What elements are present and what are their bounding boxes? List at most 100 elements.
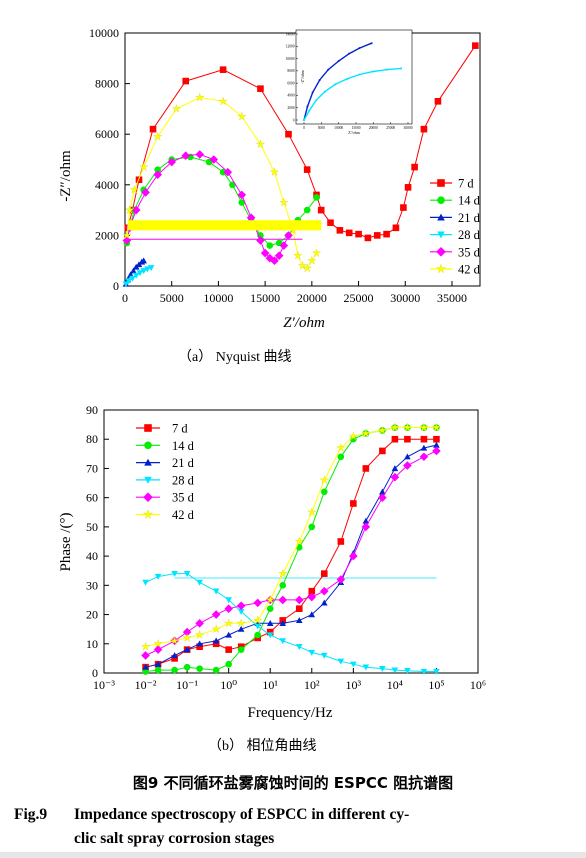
data-point bbox=[153, 638, 163, 648]
y-tick-label: 8000 bbox=[95, 77, 119, 91]
legend-marker bbox=[143, 492, 153, 502]
data-point bbox=[257, 85, 264, 92]
inset-data-point bbox=[311, 91, 314, 94]
data-point bbox=[379, 488, 386, 495]
caption-line-1: Impedance spectroscopy of ESPCC in diffe… bbox=[74, 806, 410, 823]
data-point bbox=[308, 649, 316, 656]
figure-caption-en: Fig.9 Impedance spectroscopy of ESPCC in … bbox=[14, 803, 409, 851]
subtitle-a: （a） Nyquist 曲线 bbox=[178, 350, 292, 365]
data-point bbox=[246, 213, 256, 222]
data-point bbox=[212, 588, 220, 595]
data-point bbox=[266, 242, 274, 249]
y-tick-label: 90 bbox=[86, 403, 98, 417]
data-point bbox=[212, 637, 220, 644]
data-point bbox=[140, 268, 147, 275]
legend-label: 42 d bbox=[458, 263, 481, 277]
data-point bbox=[140, 257, 147, 264]
data-point bbox=[279, 638, 287, 645]
series-line bbox=[145, 450, 437, 656]
data-point bbox=[182, 633, 192, 642]
data-point bbox=[390, 422, 400, 432]
data-point bbox=[236, 601, 246, 611]
data-point bbox=[308, 587, 316, 595]
data-point bbox=[266, 632, 274, 639]
legend-label: 14 d bbox=[458, 194, 481, 208]
legend-marker bbox=[437, 231, 445, 239]
legend-marker bbox=[437, 196, 445, 204]
x-tick-label: 15000 bbox=[250, 291, 280, 305]
data-point bbox=[284, 231, 293, 240]
legend-label: 28 d bbox=[458, 228, 481, 242]
phase-ylabel: Phase /(°) bbox=[58, 513, 74, 572]
data-point bbox=[361, 428, 371, 438]
data-point bbox=[311, 248, 322, 258]
data-point bbox=[433, 435, 440, 443]
inset-data-point bbox=[308, 109, 311, 112]
data-point bbox=[211, 610, 221, 619]
nyquist-axes: 0 5000 10000 15000 20000 25000 30000 3500002000… bbox=[89, 26, 481, 305]
inset-y-tick-label: 10000 bbox=[286, 57, 295, 61]
data-point bbox=[295, 605, 303, 613]
data-point bbox=[211, 624, 221, 634]
y-tick-label: 6000 bbox=[95, 127, 119, 141]
data-point bbox=[209, 155, 219, 164]
figure-caption-cn: 图9 不同循环盐雾腐蚀时间的 ESPCC 阻抗谱图 bbox=[132, 774, 454, 792]
data-point bbox=[404, 668, 411, 674]
legend-label: 35 d bbox=[172, 491, 195, 505]
data-point bbox=[295, 644, 303, 650]
data-point bbox=[362, 517, 370, 524]
data-point bbox=[392, 224, 400, 232]
inset-y-tick-label: 0 bbox=[293, 118, 295, 122]
x-tick-label: 20000 bbox=[297, 291, 327, 305]
data-point bbox=[433, 441, 440, 448]
data-point bbox=[337, 453, 345, 461]
data-point bbox=[219, 168, 227, 176]
data-point bbox=[153, 645, 163, 654]
legend-label: 28 d bbox=[172, 473, 195, 487]
data-point bbox=[171, 655, 178, 662]
x-tick-label: 10⁴ bbox=[387, 678, 403, 692]
data-point bbox=[420, 444, 428, 451]
data-point bbox=[348, 431, 358, 441]
data-point bbox=[433, 668, 440, 675]
data-point bbox=[149, 125, 157, 133]
data-point bbox=[182, 627, 192, 637]
figure-number: Fig.9 bbox=[14, 806, 48, 823]
data-point bbox=[147, 265, 155, 272]
data-point bbox=[327, 219, 334, 227]
data-point bbox=[383, 230, 390, 238]
data-point bbox=[225, 646, 232, 653]
data-point bbox=[279, 241, 289, 250]
data-point bbox=[319, 475, 329, 485]
data-point bbox=[182, 77, 190, 85]
data-point bbox=[153, 170, 162, 179]
nyquist-ylabel: -Z″/ohm bbox=[58, 150, 74, 202]
data-point bbox=[196, 665, 203, 672]
x-tick-label: 10⁰ bbox=[220, 678, 237, 692]
inset-y-tick-label: 8000 bbox=[287, 69, 294, 73]
data-point bbox=[336, 227, 344, 234]
x-tick-label: 10⁻¹ bbox=[176, 678, 198, 692]
x-tick-label: 35000 bbox=[437, 291, 467, 305]
inset-ylabel: -Z''/ohm bbox=[300, 69, 305, 83]
y-tick-label: 50 bbox=[86, 520, 98, 534]
inset-y-tick-label: 2000 bbox=[287, 106, 294, 110]
data-point bbox=[320, 599, 328, 606]
x-tick-label: 10² bbox=[304, 678, 320, 692]
data-point bbox=[404, 435, 411, 443]
legend-marker bbox=[144, 458, 152, 466]
data-point bbox=[237, 625, 245, 632]
data-point bbox=[419, 422, 429, 432]
legend-label: 14 d bbox=[172, 439, 195, 453]
data-point bbox=[132, 272, 140, 279]
data-point bbox=[224, 618, 234, 628]
x-tick-label: 10⁻² bbox=[135, 678, 157, 692]
data-point bbox=[237, 646, 245, 653]
inset-data-point bbox=[315, 99, 318, 102]
inset-data-point bbox=[386, 68, 389, 71]
data-point bbox=[196, 640, 203, 647]
data-point bbox=[313, 194, 320, 201]
data-point bbox=[319, 586, 329, 596]
data-point bbox=[279, 582, 287, 589]
data-point bbox=[253, 598, 263, 608]
